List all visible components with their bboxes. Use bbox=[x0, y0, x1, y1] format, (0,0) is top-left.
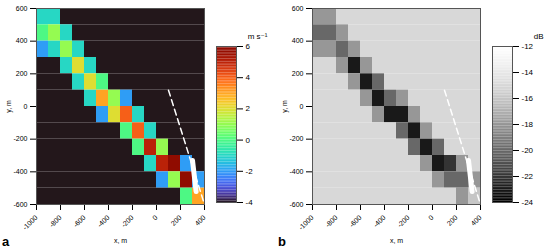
svg-text:400: 400 bbox=[16, 37, 28, 44]
svg-text:y, m: y, m bbox=[281, 100, 289, 113]
svg-text:-14: -14 bbox=[522, 68, 534, 77]
svg-text:m s⁻¹: m s⁻¹ bbox=[248, 32, 268, 41]
svg-text:0: 0 bbox=[246, 136, 251, 145]
svg-text:200: 200 bbox=[446, 214, 459, 227]
svg-text:-4: -4 bbox=[246, 198, 254, 207]
html-text:a: a bbox=[2, 234, 10, 249]
svg-text:-200: -200 bbox=[289, 135, 303, 142]
svg-text:0: 0 bbox=[24, 103, 28, 110]
svg-text:0: 0 bbox=[300, 103, 304, 110]
svg-text:-20: -20 bbox=[522, 146, 534, 155]
svg-text:0: 0 bbox=[427, 214, 435, 222]
svg-text:-400: -400 bbox=[13, 168, 27, 175]
svg-text:x, m: x, m bbox=[390, 237, 403, 244]
svg-text:0: 0 bbox=[151, 214, 159, 222]
svg-text:-400: -400 bbox=[96, 214, 111, 229]
svg-text:-22: -22 bbox=[522, 172, 534, 181]
svg-text:dB: dB bbox=[534, 32, 544, 41]
svg-text:-600: -600 bbox=[72, 214, 87, 229]
svg-text:-1000: -1000 bbox=[297, 214, 315, 232]
svg-text:-18: -18 bbox=[522, 120, 534, 129]
svg-text:-800: -800 bbox=[324, 214, 339, 229]
svg-text:-600: -600 bbox=[289, 201, 303, 208]
svg-text:600: 600 bbox=[292, 5, 304, 12]
svg-text:-400: -400 bbox=[372, 214, 387, 229]
svg-text:4: 4 bbox=[246, 73, 251, 82]
svg-text:x, m: x, m bbox=[114, 237, 127, 244]
svg-text:400: 400 bbox=[194, 214, 207, 227]
svg-text:400: 400 bbox=[292, 37, 304, 44]
svg-text:-12: -12 bbox=[522, 42, 534, 51]
svg-text:200: 200 bbox=[292, 70, 304, 77]
svg-text:400: 400 bbox=[470, 214, 483, 227]
svg-text:600: 600 bbox=[16, 5, 28, 12]
svg-text:-16: -16 bbox=[522, 94, 534, 103]
svg-text:2: 2 bbox=[246, 104, 251, 113]
svg-text:6: 6 bbox=[246, 42, 251, 51]
svg-text:-1000: -1000 bbox=[21, 214, 39, 232]
svg-text:-200: -200 bbox=[396, 214, 411, 229]
svg-text:-600: -600 bbox=[348, 214, 363, 229]
svg-text:-400: -400 bbox=[289, 168, 303, 175]
svg-text:200: 200 bbox=[16, 70, 28, 77]
svg-text:-600: -600 bbox=[13, 201, 27, 208]
svg-text:-2: -2 bbox=[246, 167, 254, 176]
svg-text:-200: -200 bbox=[120, 214, 135, 229]
svg-text:-24: -24 bbox=[522, 198, 534, 207]
svg-text:y, m: y, m bbox=[5, 100, 13, 113]
svg-text:-200: -200 bbox=[13, 135, 27, 142]
svg-text:200: 200 bbox=[170, 214, 183, 227]
html-text:b: b bbox=[278, 234, 286, 249]
svg-text:-800: -800 bbox=[48, 214, 63, 229]
